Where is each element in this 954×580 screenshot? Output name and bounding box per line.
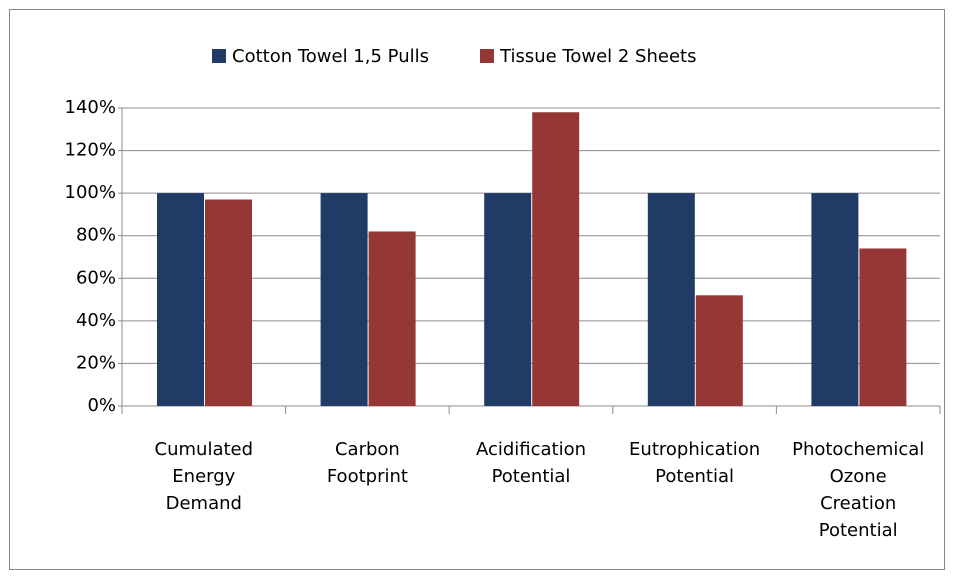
y-tick-label: 100% [65, 182, 116, 203]
y-tick-label: 0% [87, 395, 116, 416]
bar [484, 193, 532, 406]
legend-label: Cotton Towel 1,5 Pulls [232, 46, 429, 67]
y-tick-label: 40% [76, 310, 116, 331]
x-tick-label: Eutrophication Potential [629, 439, 760, 487]
y-tick-label: 20% [76, 352, 116, 373]
bar [647, 193, 695, 406]
bar [157, 193, 204, 406]
x-tick-label: Photochemical Ozone Creation Potential [792, 439, 924, 541]
chart-frame [9, 9, 945, 570]
bar [859, 248, 907, 406]
bar [320, 193, 368, 406]
y-tick-label: 140% [65, 97, 116, 118]
bar [205, 199, 252, 406]
x-tick-label: Acidification Potential [476, 439, 586, 487]
bar [532, 112, 580, 406]
legend-label: Tissue Towel 2 Sheets [499, 46, 696, 67]
bar [695, 295, 743, 406]
x-tick-label: Cumulated Energy Demand [155, 439, 254, 514]
bar [368, 231, 416, 406]
legend-swatch [480, 49, 494, 63]
y-tick-label: 80% [76, 225, 116, 246]
y-tick-label: 60% [76, 267, 116, 288]
legend-swatch [212, 49, 226, 63]
y-tick-label: 120% [65, 140, 116, 161]
x-tick-label: Carbon Footprint [327, 439, 408, 487]
bar [811, 193, 859, 406]
